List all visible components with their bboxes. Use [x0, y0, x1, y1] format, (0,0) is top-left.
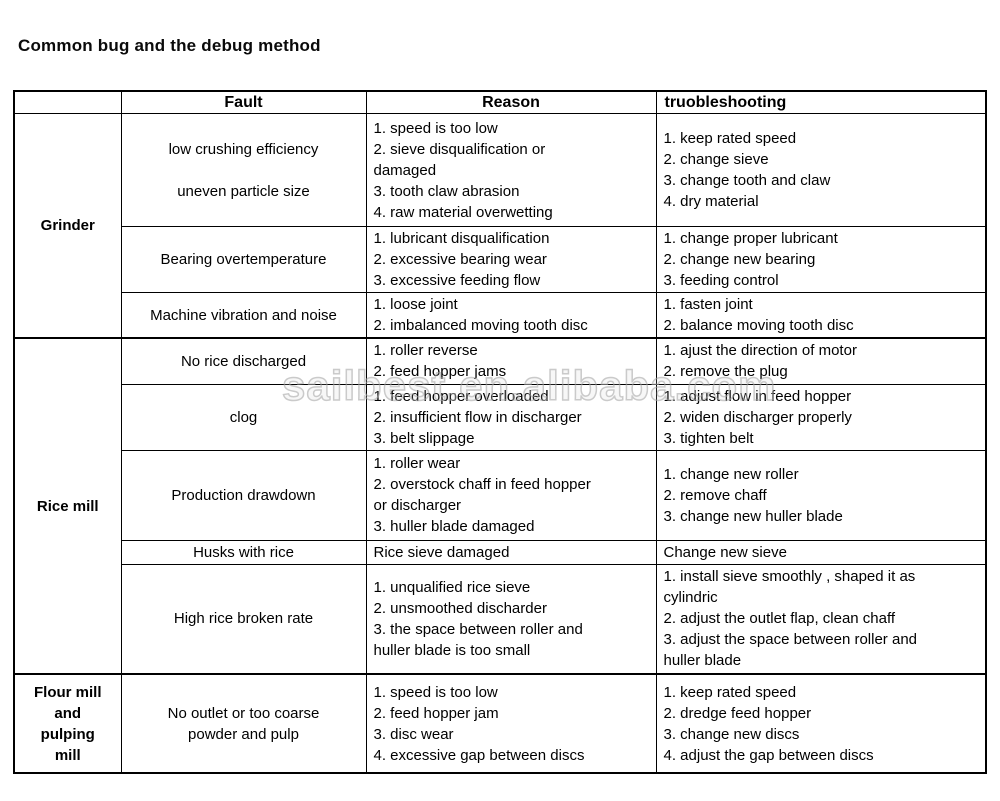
table-row: High rice broken rate 1. unqualified ric…: [14, 563, 987, 675]
troubleshooting-cell: 1. install sieve smoothly , shaped it as…: [655, 563, 987, 675]
fault-table: Fault Reason truobleshooting Grinder low…: [13, 90, 987, 774]
table-row: clog 1. feed hopper overloaded 2. insuff…: [14, 383, 987, 451]
header-fault: Fault: [120, 90, 367, 114]
table-row: Production drawdown 1. roller wear 2. ov…: [14, 449, 987, 541]
troubleshooting-cell: Change new sieve: [655, 539, 987, 565]
reason-cell: 1. feed hopper overloaded 2. insufficien…: [365, 383, 657, 451]
reason-cell: 1. unqualified rice sieve 2. unsmoothed …: [365, 563, 657, 675]
table-row: Rice mill No rice discharged 1. roller r…: [13, 337, 987, 675]
reason-cell: 1. roller reverse 2. feed hopper jams: [365, 337, 657, 385]
fault-cell: clog: [120, 383, 367, 451]
fault-cell: No rice discharged: [120, 337, 367, 385]
troubleshooting-cell: 1. adjust flow in feed hopper 2. widen d…: [655, 383, 987, 451]
table-row: Grinder low crushing efficiency uneven p…: [13, 113, 987, 339]
fault-cell: low crushing efficiency uneven particle …: [120, 113, 367, 227]
fault-cell: Husks with rice: [120, 539, 367, 565]
header-empty: [13, 90, 122, 114]
page-title: Common bug and the debug method: [18, 36, 321, 55]
troubleshooting-cell: 1. fasten joint 2. balance moving tooth …: [655, 292, 987, 339]
troubleshooting-cell: 1. keep rated speed 2. dredge feed hoppe…: [655, 673, 987, 774]
group-label-rice-mill: Rice mill: [13, 337, 122, 675]
table-row: Flour mill and pulping mill No outlet or…: [13, 673, 987, 774]
header-troubleshooting: truobleshooting: [655, 90, 987, 114]
troubleshooting-cell: 1. change new roller 2. remove chaff 3. …: [655, 449, 987, 541]
table-row: Husks with rice Rice sieve damaged Chang…: [14, 539, 987, 565]
troubleshooting-cell: 1. ajust the direction of motor 2. remov…: [655, 337, 987, 385]
table-header-row: Fault Reason truobleshooting: [13, 90, 987, 114]
reason-cell: 1. speed is too low 2. feed hopper jam 3…: [365, 673, 657, 774]
table-row: Bearing overtemperature 1. lubricant dis…: [14, 226, 987, 293]
reason-cell: 1. roller wear 2. overstock chaff in fee…: [365, 449, 657, 541]
reason-cell: Rice sieve damaged: [365, 539, 657, 565]
fault-cell: No outlet or too coarse powder and pulp: [120, 673, 367, 774]
reason-cell: 1. lubricant disqualification 2. excessi…: [365, 226, 657, 293]
fault-cell: Bearing overtemperature: [120, 226, 367, 293]
troubleshooting-cell: 1. keep rated speed 2. change sieve 3. c…: [655, 113, 987, 227]
troubleshooting-cell: 1. change proper lubricant 2. change new…: [655, 226, 987, 293]
group-label-grinder: Grinder: [13, 113, 122, 339]
table-row: Machine vibration and noise 1. loose joi…: [14, 292, 987, 339]
reason-cell: 1. speed is too low 2. sieve disqualific…: [365, 113, 657, 227]
fault-cell: High rice broken rate: [120, 563, 367, 675]
fault-cell: Machine vibration and noise: [120, 292, 367, 339]
reason-cell: 1. loose joint 2. imbalanced moving toot…: [365, 292, 657, 339]
header-reason: Reason: [365, 90, 657, 114]
fault-cell: Production drawdown: [120, 449, 367, 541]
group-label-flour-mill: Flour mill and pulping mill: [13, 673, 122, 774]
